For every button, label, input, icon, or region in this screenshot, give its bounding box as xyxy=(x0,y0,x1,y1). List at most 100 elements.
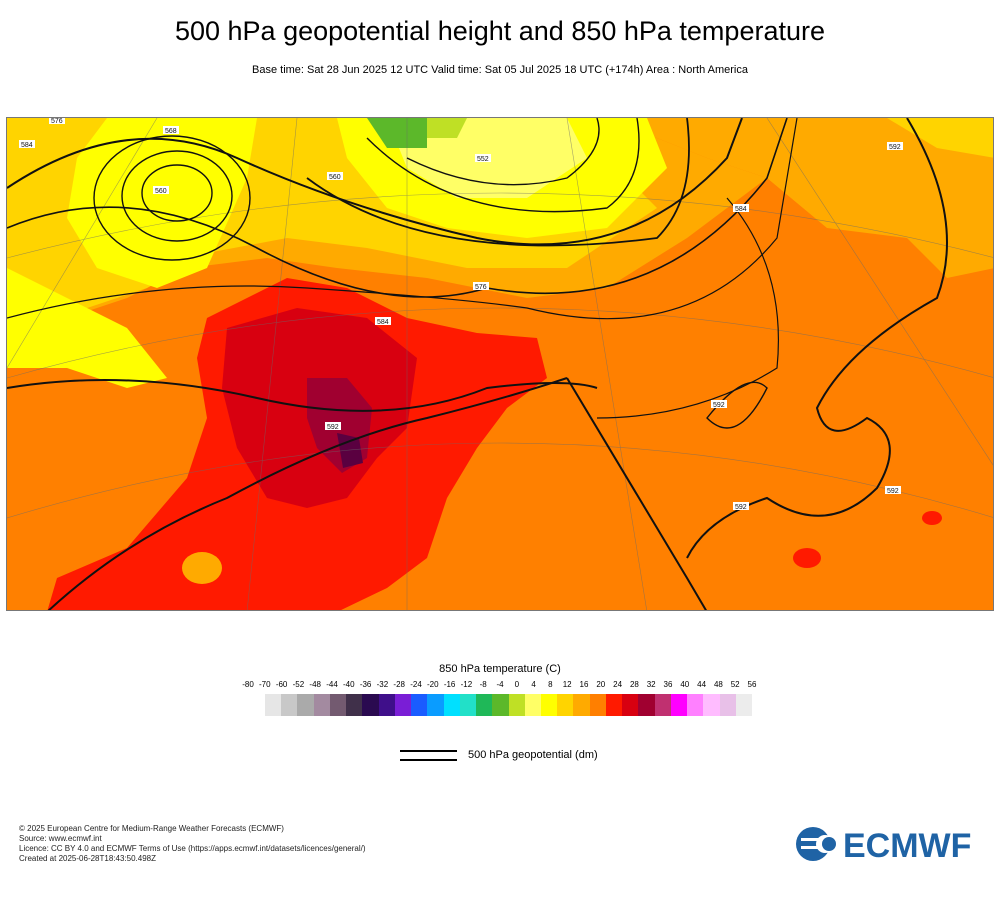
svg-text:592: 592 xyxy=(735,504,747,511)
colorbar-swatch xyxy=(443,694,460,716)
graticule xyxy=(7,118,993,610)
source-link[interactable]: Source: www.ecmwf.int xyxy=(19,834,102,843)
colorbar-tick-label: -52 xyxy=(292,680,305,689)
colorbar-tick-label: 36 xyxy=(663,680,673,689)
colorbar-swatch xyxy=(524,694,541,716)
colorbar-tick-label: 48 xyxy=(713,680,723,689)
contour-label: 592 xyxy=(887,142,903,151)
colorbar-ticks: -80 -70 -60 -52 -48 -44 -40 -36 -32 -28 -24 -20 -16-… xyxy=(242,680,768,692)
temperature-zone-16-pocket xyxy=(182,552,222,584)
geopotential-legend-label: 500 hPa geopotential (dm) xyxy=(468,749,598,761)
colorbar-swatch xyxy=(719,694,736,716)
copyright-text: © 2025 European Centre for Medium-Range … xyxy=(19,824,284,833)
temperature-legend-title: 850 hPa temperature (C) xyxy=(439,663,561,675)
contour-label: 576 xyxy=(473,282,489,291)
colorbar-swatch xyxy=(654,694,671,716)
colorbar-tick-label: 40 xyxy=(680,680,690,689)
colorbar-tick-label: -16 xyxy=(443,680,456,689)
contour-label: 560 xyxy=(327,172,343,181)
svg-text:560: 560 xyxy=(329,174,341,181)
temperature-zone-16 xyxy=(607,118,993,278)
temperature-zone-20-caribbean xyxy=(793,548,821,568)
colorbar-tick-label: 8 xyxy=(548,680,553,689)
svg-text:592: 592 xyxy=(887,488,899,495)
svg-text:576: 576 xyxy=(475,284,487,291)
contour-label: 560 xyxy=(153,186,169,195)
geopotential-legend: 500 hPa geopotential (dm) xyxy=(400,748,660,768)
contour-label: 592 xyxy=(733,502,749,511)
colorbar-tick-label: 12 xyxy=(562,680,572,689)
colorbar-swatch xyxy=(605,694,623,716)
colorbar-swatch xyxy=(329,694,347,716)
colorbar-tick-label: 24 xyxy=(613,680,623,689)
svg-text:592: 592 xyxy=(713,402,725,409)
licence-text: Licence: CC BY 4.0 and ECMWF Terms of Us… xyxy=(19,844,366,853)
colorbar-swatch xyxy=(265,694,282,716)
colorbar-tick-label: -24 xyxy=(410,680,422,689)
temperature-colorbar: -80 -70 -60 -52 -48 -44 -40 -36 -32 -28 -24 -20 -16-… xyxy=(242,680,768,720)
colorbar-swatch xyxy=(476,694,493,716)
contour-label: 592 xyxy=(711,400,727,409)
colorbar-swatch xyxy=(394,694,412,716)
colorbar-tick-label: -40 xyxy=(343,680,355,689)
contour-label: 584 xyxy=(19,140,35,149)
colorbar-tick-label: -60 xyxy=(275,680,288,689)
colorbar-swatch xyxy=(492,694,509,716)
contour-label: 584 xyxy=(375,317,391,326)
temperature-zone-32 xyxy=(337,433,363,468)
colorbar-tick-label: 32 xyxy=(646,680,656,689)
colorbar-tick-label: -28 xyxy=(393,680,405,689)
weather-map: 576 584 568 560 552 560 576 584 584 592 … xyxy=(6,117,994,611)
created-timestamp: Created at 2025-06-28T18:43:50.498Z xyxy=(19,854,156,863)
contour-line-sample xyxy=(400,750,457,768)
colorbar-swatch xyxy=(540,694,558,716)
svg-text:568: 568 xyxy=(165,128,177,135)
logo-text: ECMWF xyxy=(843,827,971,862)
contour-labels: 576 584 568 560 552 560 576 584 584 592 … xyxy=(19,118,903,511)
contour-label: 568 xyxy=(163,126,179,135)
contour-label: 592 xyxy=(325,422,341,431)
colorbar-swatch xyxy=(313,694,330,716)
colorbar-tick-label: 56 xyxy=(747,680,757,689)
colorbar-swatch xyxy=(670,694,688,716)
svg-text:560: 560 xyxy=(155,188,167,195)
svg-text:584: 584 xyxy=(735,206,747,213)
colorbar-tick-label: -8 xyxy=(479,680,487,689)
chart-title: 500 hPa geopotential height and 850 hPa … xyxy=(174,16,825,46)
credits: © 2025 European Centre for Medium-Range … xyxy=(19,824,366,864)
colorbar-tick-label: 20 xyxy=(596,680,606,689)
colorbar-tick-label: 4 xyxy=(531,680,536,689)
colorbar-swatch xyxy=(411,694,428,716)
colorbar-tick-label: -48 xyxy=(309,680,321,689)
colorbar-tick-label: -44 xyxy=(326,680,338,689)
colorbar-tick-label: 44 xyxy=(697,680,707,689)
colorbar-tick-label: -80 xyxy=(242,680,254,689)
colorbar-swatch xyxy=(622,694,639,716)
map-svg: 576 584 568 560 552 560 576 584 584 592 … xyxy=(7,118,993,610)
colorbar-swatch xyxy=(638,694,655,716)
temperature-zone-8-coast xyxy=(7,268,167,388)
colorbar-swatch xyxy=(687,694,704,716)
contour-label: 592 xyxy=(885,486,901,495)
contour-label: 552 xyxy=(475,154,491,163)
ecmwf-logo: ECMWF xyxy=(796,827,971,862)
svg-text:584: 584 xyxy=(377,319,389,326)
temperature-zone-minus8 xyxy=(367,118,427,148)
colorbar-tick-label: -4 xyxy=(496,680,504,689)
colorbar-swatch xyxy=(346,694,363,716)
colorbar-swatch xyxy=(378,694,395,716)
colorbar-tick-label: -32 xyxy=(376,680,389,689)
contour-label: 576 xyxy=(49,118,65,125)
colorbar-tick-label: 16 xyxy=(579,680,589,689)
colorbar-swatch xyxy=(557,694,574,716)
colorbar-tick-label: 28 xyxy=(629,680,639,689)
chart-subtitle: Base time: Sat 28 Jun 2025 12 UTC Valid … xyxy=(252,64,748,76)
colorbar-swatch xyxy=(281,694,298,716)
colorbar-swatch xyxy=(459,694,477,716)
svg-text:592: 592 xyxy=(889,144,901,151)
temperature-zone-8-west xyxy=(67,118,257,288)
colorbar-tick-label: 0 xyxy=(514,680,520,689)
colorbar-tick-label: 52 xyxy=(730,680,740,689)
colorbar-swatch xyxy=(427,694,444,716)
geopotential-contours xyxy=(7,118,948,610)
